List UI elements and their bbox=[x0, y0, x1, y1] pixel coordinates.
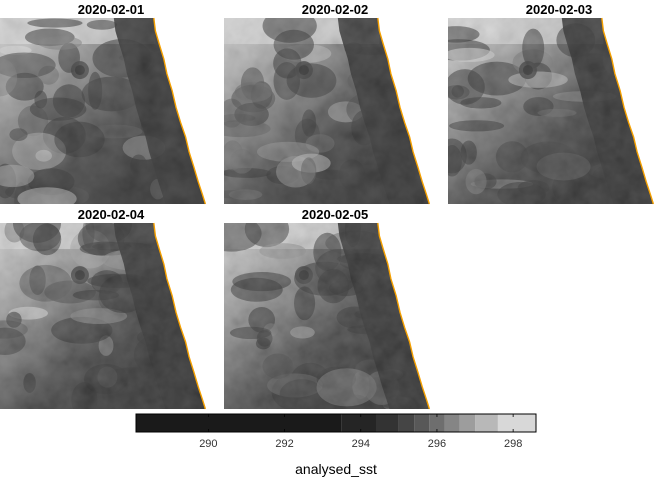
colorbar-segment bbox=[414, 414, 430, 432]
panel-title: 2020-02-02 bbox=[302, 2, 369, 17]
coastline bbox=[377, 222, 431, 410]
coastline bbox=[153, 17, 207, 205]
facet-panel: 2020-02-04 bbox=[0, 207, 207, 410]
colorbar-tick-label: 294 bbox=[352, 438, 370, 450]
sst-field bbox=[224, 223, 430, 409]
colorbar-segment bbox=[475, 414, 498, 432]
facet-panel: 2020-02-03 bbox=[448, 2, 655, 205]
colorbar-frame bbox=[135, 413, 537, 433]
colorbar-segment bbox=[497, 414, 536, 432]
colorbar-segment bbox=[429, 414, 445, 432]
sst-field bbox=[448, 18, 654, 204]
colorbar-tick-label: 298 bbox=[504, 438, 522, 450]
colorbar-segment bbox=[376, 414, 399, 432]
panel-title: 2020-02-05 bbox=[302, 207, 369, 222]
facet-panel: 2020-02-05 bbox=[224, 207, 431, 410]
colorbar-segment bbox=[341, 414, 376, 432]
colorbar-segment bbox=[136, 414, 342, 432]
panel-title: 2020-02-03 bbox=[526, 2, 593, 17]
panel-title: 2020-02-04 bbox=[78, 207, 145, 222]
sst-field bbox=[224, 18, 430, 204]
coastline bbox=[377, 17, 431, 205]
panel-title: 2020-02-01 bbox=[78, 2, 145, 17]
panels-layer: 2020-02-01 2020-02-02 2020-02-03 2020-02-04… bbox=[0, 2, 655, 410]
facet-panel: 2020-02-01 bbox=[0, 2, 207, 205]
colorbar-segment bbox=[459, 414, 476, 432]
colorbar-segment bbox=[398, 414, 415, 432]
sst-field bbox=[0, 223, 206, 409]
facet-panel: 2020-02-02 bbox=[224, 2, 431, 205]
colorbar-tick-label: 290 bbox=[199, 438, 217, 450]
coastline bbox=[601, 17, 655, 205]
coastline bbox=[153, 222, 207, 410]
sst-field bbox=[0, 18, 206, 204]
colorbar-tick-label: 292 bbox=[275, 438, 293, 450]
colorbar-tick-label: 296 bbox=[428, 438, 446, 450]
colorbar-title: analysed_sst bbox=[295, 461, 377, 477]
colorbar-legend: 290 292 294 296 298 analysed_sst bbox=[135, 413, 537, 477]
colorbar-segment bbox=[444, 414, 460, 432]
